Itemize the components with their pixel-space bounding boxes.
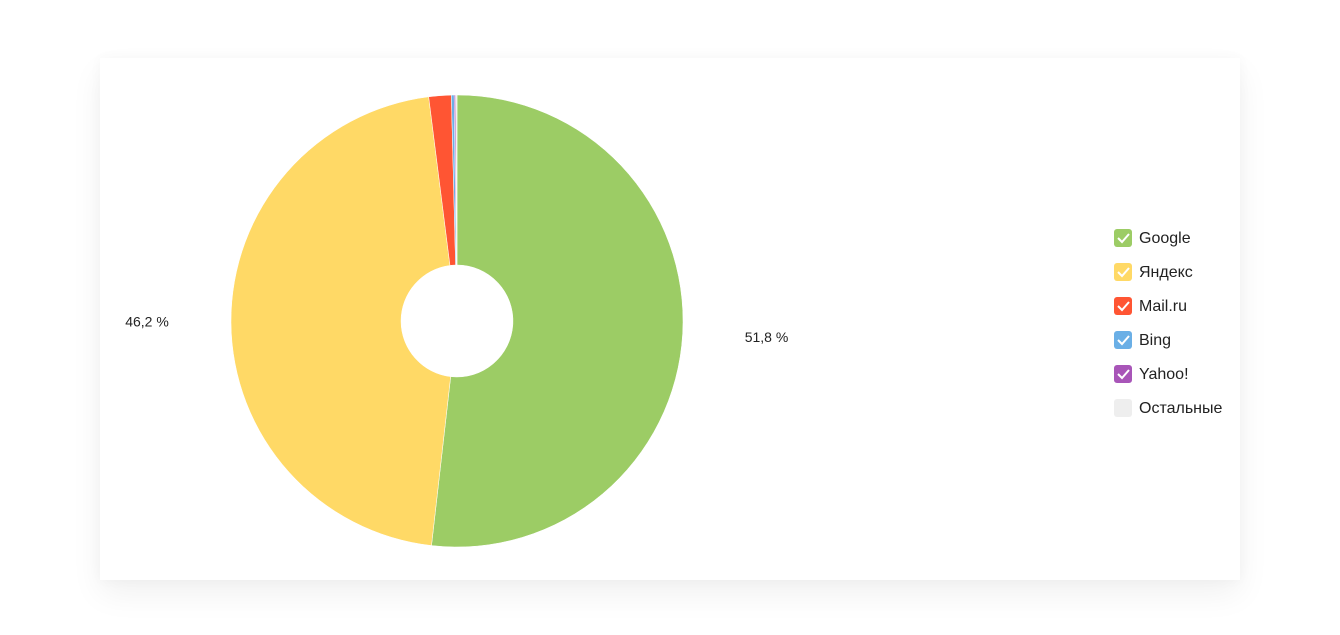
slice (230, 96, 451, 546)
legend-label[interactable]: Остальные (1139, 400, 1223, 417)
check-mark (1117, 335, 1130, 346)
data-label: 51,8 % (745, 329, 789, 345)
legend-item[interactable]: Bing (1114, 331, 1171, 349)
slice (455, 94, 458, 266)
legend-item[interactable]: Mail.ru (1114, 297, 1187, 315)
check-mark (1117, 267, 1130, 278)
legend-label[interactable]: Mail.ru (1139, 298, 1187, 315)
legend-checkbox[interactable] (1114, 263, 1132, 281)
legend-checkbox[interactable] (1114, 365, 1132, 383)
check-mark (1117, 301, 1130, 312)
legend-label[interactable]: Яндекс (1139, 264, 1193, 281)
legend-item[interactable]: Яндекс (1114, 263, 1193, 281)
slice (431, 94, 684, 548)
legend-label[interactable]: Yahoo! (1139, 366, 1189, 383)
check-mark (1117, 369, 1130, 380)
legend-label[interactable]: Google (1139, 230, 1191, 247)
legend-item[interactable]: Google (1114, 229, 1191, 247)
legend-item[interactable]: Yahoo! (1114, 365, 1189, 383)
legend-checkbox[interactable] (1114, 399, 1132, 417)
data-label: 46,2 % (125, 314, 169, 330)
check-mark (1117, 233, 1130, 244)
legend-checkbox[interactable] (1114, 229, 1132, 247)
legend-label[interactable]: Bing (1139, 332, 1171, 349)
legend-checkbox[interactable] (1114, 297, 1132, 315)
legend-item[interactable]: Остальные (1114, 399, 1223, 417)
legend-checkbox[interactable] (1114, 331, 1132, 349)
